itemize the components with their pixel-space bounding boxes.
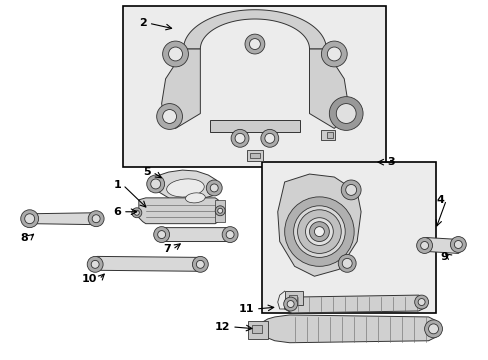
Bar	[262, 162, 435, 313]
Circle shape	[150, 179, 161, 189]
Circle shape	[260, 129, 278, 147]
Circle shape	[215, 206, 224, 216]
Circle shape	[338, 255, 355, 272]
Circle shape	[414, 295, 427, 309]
Circle shape	[417, 298, 424, 306]
Bar	[247, 321, 267, 339]
Text: 9: 9	[440, 252, 447, 262]
Circle shape	[342, 258, 351, 268]
Circle shape	[88, 211, 104, 227]
Circle shape	[453, 240, 461, 248]
Circle shape	[284, 197, 353, 266]
Circle shape	[305, 218, 333, 246]
Circle shape	[206, 180, 222, 196]
Circle shape	[264, 133, 274, 143]
Circle shape	[427, 324, 438, 334]
Ellipse shape	[185, 193, 205, 203]
Circle shape	[217, 208, 222, 213]
Bar	[249, 153, 259, 158]
Circle shape	[231, 129, 248, 147]
Circle shape	[157, 231, 165, 239]
Text: 10: 10	[81, 274, 97, 284]
Circle shape	[163, 41, 188, 67]
Circle shape	[328, 96, 362, 130]
Text: 5: 5	[143, 167, 150, 177]
Text: 8: 8	[20, 233, 28, 243]
Polygon shape	[24, 213, 101, 225]
Text: 1: 1	[113, 180, 121, 190]
Circle shape	[420, 242, 427, 249]
Bar	[122, 6, 385, 167]
Circle shape	[146, 175, 164, 193]
Text: 6: 6	[113, 207, 121, 217]
Bar	[288, 295, 296, 301]
Circle shape	[92, 215, 100, 223]
Circle shape	[91, 260, 99, 268]
Circle shape	[309, 222, 328, 242]
Circle shape	[235, 133, 244, 143]
Circle shape	[87, 256, 103, 272]
Text: 2: 2	[139, 18, 146, 28]
Polygon shape	[89, 256, 206, 271]
Circle shape	[326, 47, 341, 61]
Circle shape	[244, 34, 264, 54]
Bar	[251, 325, 262, 333]
Circle shape	[134, 210, 139, 215]
Circle shape	[424, 320, 442, 338]
Bar	[321, 130, 335, 140]
Circle shape	[283, 297, 297, 311]
Circle shape	[286, 301, 293, 307]
Polygon shape	[277, 174, 360, 276]
Polygon shape	[257, 315, 438, 343]
Bar	[246, 150, 263, 161]
Circle shape	[192, 256, 208, 272]
Polygon shape	[148, 170, 220, 210]
Circle shape	[314, 227, 324, 237]
Circle shape	[225, 231, 234, 239]
Text: 4: 4	[436, 195, 444, 205]
Text: 3: 3	[386, 157, 394, 167]
Circle shape	[321, 41, 346, 67]
Circle shape	[20, 210, 39, 228]
Circle shape	[156, 104, 182, 129]
Circle shape	[449, 237, 466, 252]
Text: 11: 11	[238, 304, 253, 314]
Polygon shape	[162, 49, 200, 129]
Polygon shape	[139, 198, 218, 224]
Circle shape	[163, 109, 176, 123]
Circle shape	[336, 104, 355, 123]
Circle shape	[153, 227, 169, 243]
Polygon shape	[418, 238, 463, 253]
Circle shape	[25, 214, 35, 224]
Bar	[210, 121, 299, 132]
Circle shape	[132, 208, 142, 218]
Polygon shape	[183, 10, 325, 49]
Text: 7: 7	[163, 244, 170, 255]
Bar	[284, 291, 302, 305]
Ellipse shape	[166, 179, 204, 197]
Circle shape	[293, 206, 345, 257]
Polygon shape	[309, 49, 347, 129]
Bar	[326, 132, 333, 138]
Bar	[215, 200, 224, 222]
Circle shape	[297, 210, 341, 253]
Circle shape	[341, 180, 360, 200]
Circle shape	[196, 260, 204, 268]
Circle shape	[210, 184, 218, 192]
Circle shape	[249, 39, 260, 50]
Circle shape	[168, 47, 182, 61]
Polygon shape	[284, 295, 426, 313]
Circle shape	[345, 184, 356, 195]
Circle shape	[222, 227, 238, 243]
Text: 12: 12	[214, 322, 230, 332]
Circle shape	[416, 238, 432, 253]
Polygon shape	[155, 228, 236, 242]
